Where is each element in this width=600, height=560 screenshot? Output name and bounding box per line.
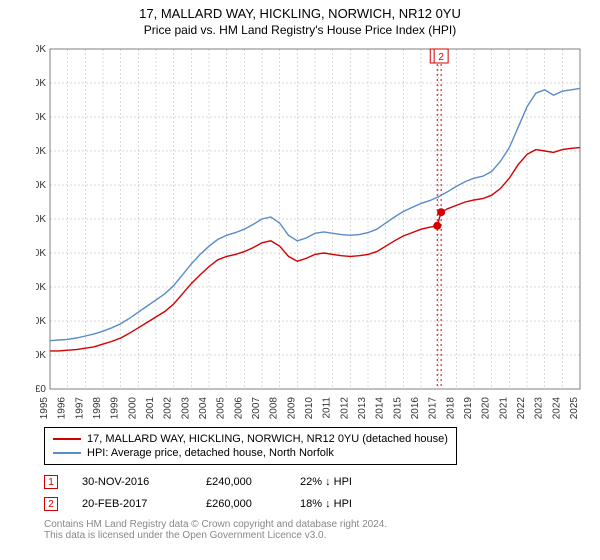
svg-text:2019: 2019 bbox=[463, 397, 474, 420]
legend-label: HPI: Average price, detached house, Nort… bbox=[87, 447, 334, 459]
svg-text:1997: 1997 bbox=[74, 397, 85, 420]
footer-line-1: Contains HM Land Registry data © Crown c… bbox=[44, 519, 600, 530]
svg-text:2025: 2025 bbox=[569, 397, 580, 420]
transaction-marker: 2 bbox=[44, 497, 58, 511]
transaction-diff: 18% ↓ HPI bbox=[300, 498, 380, 510]
legend-row: 17, MALLARD WAY, HICKLING, NORWICH, NR12… bbox=[53, 432, 448, 446]
svg-text:2006: 2006 bbox=[233, 397, 244, 420]
transaction-marker: 1 bbox=[44, 475, 58, 489]
svg-text:2000: 2000 bbox=[127, 397, 138, 420]
transaction-price: £260,000 bbox=[206, 498, 276, 510]
svg-text:£150K: £150K bbox=[36, 282, 46, 293]
svg-text:2: 2 bbox=[438, 52, 444, 63]
svg-text:£250K: £250K bbox=[36, 214, 46, 225]
svg-text:£100K: £100K bbox=[36, 316, 46, 327]
price-chart: £0 £50K £100K £150K £200K £250K £300K £350K £400… bbox=[36, 41, 596, 421]
svg-text:£300K: £300K bbox=[36, 180, 46, 191]
svg-text:2021: 2021 bbox=[498, 397, 509, 420]
svg-text:2015: 2015 bbox=[392, 397, 403, 420]
svg-text:2020: 2020 bbox=[481, 397, 492, 420]
page-subtitle: Price paid vs. HM Land Registry's House … bbox=[0, 21, 600, 41]
transaction-row: 2 20-FEB-2017 £260,000 18% ↓ HPI bbox=[44, 493, 600, 515]
transaction-date: 30-NOV-2016 bbox=[82, 476, 182, 488]
svg-text:£400K: £400K bbox=[36, 112, 46, 123]
svg-text:£200K: £200K bbox=[36, 248, 46, 259]
svg-text:2023: 2023 bbox=[534, 397, 545, 420]
legend-swatch bbox=[53, 452, 81, 454]
legend-swatch bbox=[53, 438, 81, 440]
transaction-diff: 22% ↓ HPI bbox=[300, 476, 380, 488]
svg-text:1995: 1995 bbox=[39, 397, 50, 420]
svg-text:2022: 2022 bbox=[516, 397, 527, 420]
transaction-price: £240,000 bbox=[206, 476, 276, 488]
svg-text:2018: 2018 bbox=[445, 397, 456, 420]
svg-text:2001: 2001 bbox=[145, 397, 156, 420]
svg-text:2013: 2013 bbox=[357, 397, 368, 420]
svg-text:1999: 1999 bbox=[110, 397, 121, 420]
svg-text:2024: 2024 bbox=[551, 397, 562, 420]
svg-text:2016: 2016 bbox=[410, 397, 421, 420]
svg-text:2008: 2008 bbox=[269, 397, 280, 420]
chart-legend: 17, MALLARD WAY, HICKLING, NORWICH, NR12… bbox=[44, 427, 457, 465]
svg-text:£450K: £450K bbox=[36, 78, 46, 89]
svg-text:2010: 2010 bbox=[304, 397, 315, 420]
svg-text:1998: 1998 bbox=[92, 397, 103, 420]
chart-svg: £0 £50K £100K £150K £200K £250K £300K £350K £400… bbox=[36, 41, 592, 421]
svg-text:2003: 2003 bbox=[180, 397, 191, 420]
svg-text:2004: 2004 bbox=[198, 397, 209, 420]
svg-text:2007: 2007 bbox=[251, 397, 262, 420]
chart-footer: Contains HM Land Registry data © Crown c… bbox=[44, 519, 600, 541]
svg-text:2009: 2009 bbox=[286, 397, 297, 420]
svg-text:£0: £0 bbox=[36, 384, 46, 395]
transactions-table: 1 30-NOV-2016 £240,000 22% ↓ HPI 2 20-FEB-201… bbox=[44, 471, 600, 515]
svg-text:1996: 1996 bbox=[57, 397, 68, 420]
svg-text:£50K: £50K bbox=[36, 350, 46, 361]
svg-text:£500K: £500K bbox=[36, 44, 46, 55]
legend-label: 17, MALLARD WAY, HICKLING, NORWICH, NR12… bbox=[87, 433, 448, 445]
legend-row: HPI: Average price, detached house, Nort… bbox=[53, 446, 448, 460]
page-title: 17, MALLARD WAY, HICKLING, NORWICH, NR12… bbox=[0, 0, 600, 21]
svg-text:2005: 2005 bbox=[216, 397, 227, 420]
svg-text:£350K: £350K bbox=[36, 146, 46, 157]
svg-text:2012: 2012 bbox=[339, 397, 350, 420]
svg-text:2011: 2011 bbox=[322, 397, 333, 419]
transaction-row: 1 30-NOV-2016 £240,000 22% ↓ HPI bbox=[44, 471, 600, 493]
svg-text:2014: 2014 bbox=[375, 397, 386, 420]
transaction-date: 20-FEB-2017 bbox=[82, 498, 182, 510]
svg-text:2002: 2002 bbox=[163, 397, 174, 420]
footer-line-2: This data is licensed under the Open Gov… bbox=[44, 530, 600, 541]
svg-text:2017: 2017 bbox=[428, 397, 439, 420]
